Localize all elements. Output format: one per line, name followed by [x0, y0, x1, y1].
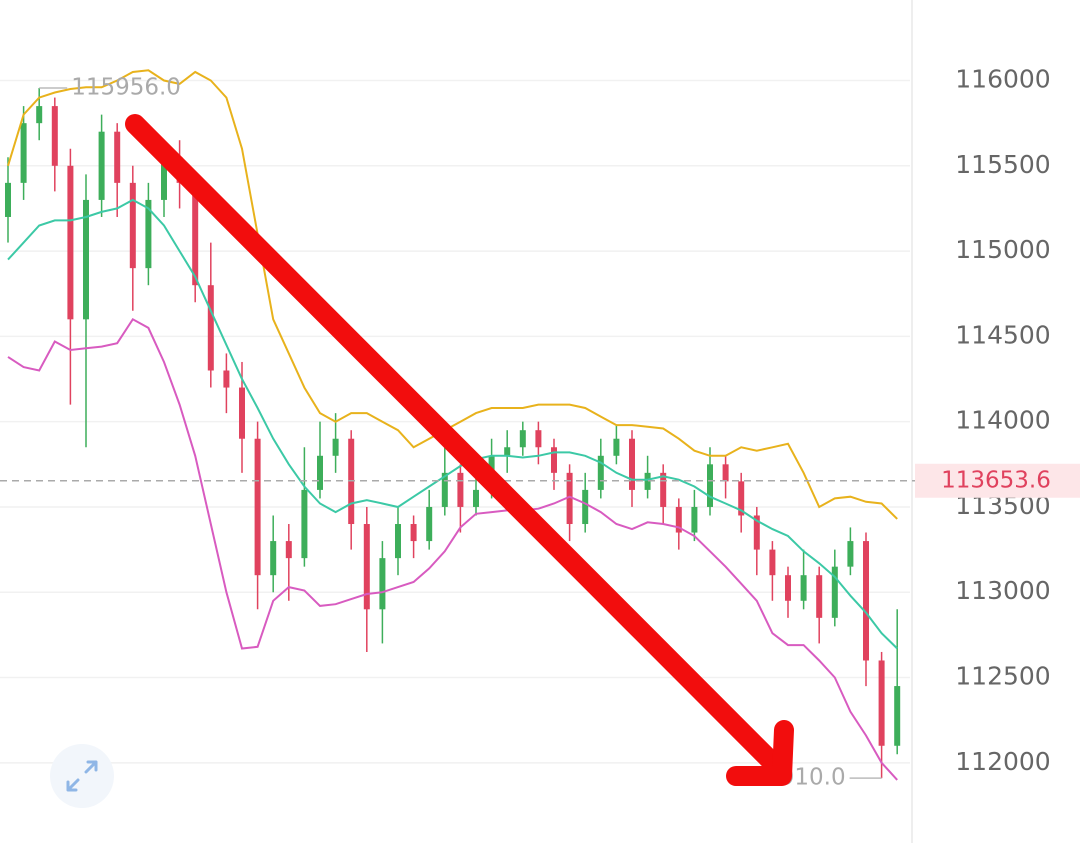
- candle-body: [5, 182, 11, 217]
- last-price-label: 113653.6: [941, 467, 1051, 493]
- candle-body: [51, 106, 58, 166]
- candle-body: [67, 165, 74, 320]
- arrow-head: [726, 720, 794, 786]
- candle-body: [239, 387, 245, 439]
- candle-body: [270, 541, 277, 576]
- candle-body: [675, 506, 682, 533]
- candle-body: [457, 472, 464, 507]
- candle-body: [410, 524, 417, 542]
- candle-body: [769, 549, 776, 576]
- candle-body: [738, 481, 745, 516]
- candle-body: [129, 182, 136, 269]
- candle-body: [597, 455, 604, 490]
- candle-body: [878, 660, 885, 746]
- candle-body: [379, 558, 386, 610]
- plot-area: [0, 69, 910, 781]
- candle-body: [114, 131, 121, 183]
- candle-body: [566, 472, 573, 525]
- candle-body: [816, 575, 823, 618]
- candle-body: [301, 489, 308, 559]
- candle-body: [145, 199, 152, 269]
- candle-body: [722, 464, 729, 482]
- candle-body: [83, 199, 89, 320]
- y-tick-label: 112500: [955, 662, 1050, 691]
- candle-body: [285, 541, 292, 559]
- trend-arrow: [125, 114, 794, 786]
- y-tick-label: 115500: [955, 150, 1050, 179]
- candle-body: [691, 506, 698, 533]
- candle-body: [582, 489, 589, 525]
- candle-body: [473, 489, 479, 507]
- candle-body: [36, 106, 43, 124]
- expand-icon[interactable]: [66, 760, 98, 792]
- candle-body: [660, 472, 667, 507]
- last-price-bg: [915, 463, 1080, 498]
- candle-body: [441, 472, 448, 507]
- max-marker-label: 115956.0: [71, 75, 181, 101]
- expand-bg[interactable]: [50, 744, 114, 808]
- candle-body: [426, 506, 433, 542]
- candle-body: [519, 430, 526, 448]
- y-tick-label: 112000: [955, 747, 1050, 776]
- candle-body: [707, 464, 713, 507]
- candle-body: [894, 686, 901, 746]
- candle-body: [800, 575, 807, 601]
- candle-body: [192, 182, 199, 286]
- candle-body: [98, 131, 105, 200]
- candle-body: [644, 472, 651, 490]
- expand-button[interactable]: [50, 744, 114, 808]
- candle-body: [753, 515, 760, 550]
- candle-body: [363, 524, 370, 610]
- candle-body: [613, 438, 620, 456]
- candle-body: [847, 541, 854, 567]
- candle-body: [504, 447, 511, 456]
- candle-body: [207, 285, 214, 371]
- candle-body: [395, 524, 401, 559]
- y-tick-label: 116000: [955, 65, 1050, 94]
- band-line: [7, 198, 898, 650]
- candle-body: [551, 447, 557, 473]
- candle-body: [863, 541, 869, 661]
- candle-body: [223, 370, 230, 388]
- band-line: [7, 317, 898, 781]
- candle-body: [20, 123, 27, 183]
- y-tick-label: 114500: [955, 320, 1050, 349]
- y-tick-label: 113000: [955, 576, 1050, 605]
- candle-body: [831, 566, 838, 618]
- y-tick-label: 114000: [955, 406, 1050, 435]
- y-tick-label: 115000: [955, 235, 1050, 264]
- arrow-shaft: [125, 114, 784, 774]
- candle-body: [332, 438, 339, 456]
- band-line: [7, 69, 898, 520]
- candle-body: [629, 438, 635, 490]
- candle-body: [535, 430, 542, 448]
- candle-body: [254, 438, 261, 576]
- candle-body: [161, 157, 167, 200]
- candle-body: [317, 455, 323, 490]
- candle-body: [785, 575, 791, 601]
